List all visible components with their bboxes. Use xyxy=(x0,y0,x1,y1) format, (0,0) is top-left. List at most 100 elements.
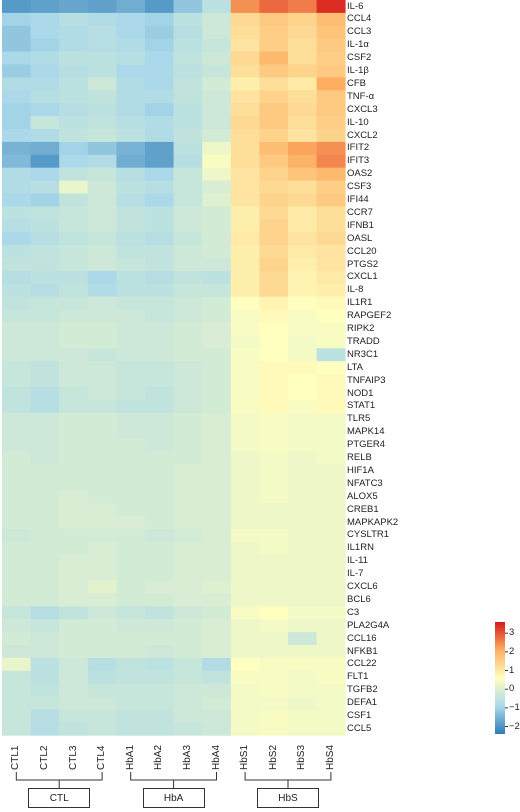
heatmap-cell xyxy=(316,193,346,207)
heatmap-cell xyxy=(87,245,117,259)
heatmap-cell xyxy=(202,154,232,169)
heatmap-cell xyxy=(202,696,232,710)
heatmap-cell xyxy=(173,670,203,685)
heatmap-cell xyxy=(116,451,146,465)
heatmap-cell xyxy=(202,541,232,556)
heatmap-cell xyxy=(173,593,203,607)
gene-label: RIPK2 xyxy=(347,323,375,334)
heatmap-cell xyxy=(30,38,60,52)
heatmap-cell xyxy=(259,374,289,388)
heatmap-cell xyxy=(173,567,203,581)
heatmap-cell xyxy=(116,696,146,710)
heatmap-cell xyxy=(288,141,317,156)
heatmap-cell xyxy=(116,580,146,594)
heatmap-cell xyxy=(230,193,260,207)
group-bracket xyxy=(130,772,217,781)
heatmap-cell xyxy=(116,103,146,117)
sample-label: HbA4 xyxy=(210,744,222,770)
heatmap-cell xyxy=(259,141,289,156)
colorbar-tick-label: −1 xyxy=(509,701,520,713)
heatmap-cell xyxy=(259,167,289,181)
heatmap-cell xyxy=(2,503,31,517)
heatmap-cell xyxy=(173,554,203,568)
heatmap-cell xyxy=(316,232,346,246)
gene-label: IL-1α xyxy=(347,39,369,51)
heatmap-cell xyxy=(288,64,317,78)
heatmap-cell xyxy=(59,167,89,181)
heatmap-cell xyxy=(259,399,289,414)
heatmap-cell xyxy=(116,206,146,220)
heatmap-cell xyxy=(202,193,232,207)
heatmap-cell xyxy=(30,464,60,478)
heatmap-cell xyxy=(173,141,203,156)
heatmap-cell xyxy=(316,167,346,181)
heatmap-cell xyxy=(87,387,117,401)
heatmap-cell xyxy=(259,296,289,310)
heatmap-cell xyxy=(30,696,60,710)
heatmap-cell xyxy=(259,309,289,323)
heatmap-cell xyxy=(87,722,117,736)
heatmap-cell xyxy=(173,709,203,723)
heatmap-cell xyxy=(173,180,203,194)
heatmap-cell xyxy=(145,245,174,259)
heatmap-cell xyxy=(288,193,317,207)
heatmap-cell xyxy=(230,348,260,362)
heatmap-cell xyxy=(230,722,260,736)
heatmap-cell xyxy=(87,503,117,517)
heatmap-cell xyxy=(116,670,146,685)
heatmap-cell xyxy=(259,683,289,697)
heatmap-cell xyxy=(87,335,117,349)
heatmap-cell xyxy=(116,51,146,65)
heatmap-cell xyxy=(230,425,260,439)
heatmap-cell xyxy=(316,541,346,556)
heatmap-cell xyxy=(30,64,60,78)
heatmap-cell xyxy=(30,167,60,181)
heatmap-cell xyxy=(230,657,260,672)
heatmap-cell xyxy=(145,554,174,568)
heatmap-cell xyxy=(2,425,31,439)
heatmap-cell xyxy=(288,670,317,685)
heatmap-cell xyxy=(2,167,31,181)
heatmap-cell xyxy=(288,116,317,130)
heatmap-cell xyxy=(87,129,117,143)
gene-label: NOD1 xyxy=(347,387,374,399)
sample-label: HbS4 xyxy=(324,744,336,770)
heatmap-cell xyxy=(288,645,317,659)
heatmap-cell xyxy=(202,77,232,91)
heatmap-cell xyxy=(288,425,317,439)
heatmap-cell xyxy=(259,180,289,194)
heatmap-cell xyxy=(145,516,174,530)
heatmap-cell xyxy=(145,361,174,375)
heatmap-cell xyxy=(230,219,260,233)
heatmap-cell xyxy=(288,154,317,169)
heatmap-cell xyxy=(288,90,317,104)
heatmap-cell xyxy=(202,51,232,65)
heatmap-cell xyxy=(87,322,117,336)
heatmap-cell xyxy=(59,77,89,91)
heatmap-cell xyxy=(87,296,117,310)
heatmap-cell xyxy=(173,309,203,323)
heatmap-cell xyxy=(59,0,89,14)
heatmap-cell xyxy=(145,103,174,117)
heatmap-cell xyxy=(87,709,117,723)
gene-label: BCL6 xyxy=(347,593,371,605)
heatmap-cell xyxy=(202,219,232,233)
heatmap-cell xyxy=(2,412,31,427)
heatmap-cell xyxy=(259,154,289,169)
heatmap-cell xyxy=(288,696,317,710)
heatmap-cell xyxy=(59,425,89,439)
heatmap-cell xyxy=(2,451,31,465)
heatmap-cell xyxy=(30,528,60,543)
heatmap-cell xyxy=(288,296,317,310)
gene-label: NR3C1 xyxy=(347,348,379,360)
heatmap-cell xyxy=(230,232,260,246)
heatmap-cell xyxy=(116,412,146,427)
sample-label: HbS1 xyxy=(239,744,251,770)
gene-label: HIF1A xyxy=(347,464,374,476)
heatmap-cell xyxy=(2,477,31,491)
gene-label: PTGER4 xyxy=(347,439,386,451)
heatmap-cell xyxy=(145,309,174,323)
heatmap-cell xyxy=(30,361,60,375)
heatmap-cell xyxy=(2,670,31,685)
heatmap-cell xyxy=(30,90,60,104)
